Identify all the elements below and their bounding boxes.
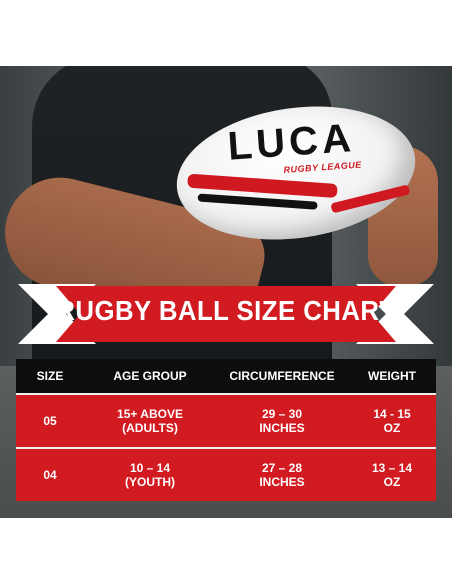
table-row: 05 15+ ABOVE (ADULTS) 29 – 30 INCHES 14 … [16, 393, 436, 447]
title-banner [0, 284, 452, 344]
cell-weight: 14 - 15 OZ [348, 407, 436, 435]
cell-weight: 13 – 14 OZ [348, 461, 436, 489]
cell-circumference: 27 – 28 INCHES [216, 461, 348, 489]
weight-line-1: 14 - 15 [373, 407, 411, 421]
banner-title: RUGBY BALL SIZE CHART [56, 295, 396, 326]
header-size: SIZE [36, 369, 64, 383]
cell-age-group: 10 – 14 (YOUTH) [84, 461, 216, 489]
weight-line-1: 13 – 14 [371, 461, 413, 475]
banner-ribbon-shape [18, 284, 434, 344]
age-line-2: (YOUTH) [125, 475, 175, 489]
age-line-1: 10 – 14 [129, 461, 171, 475]
header-weight: WEIGHT [368, 369, 416, 383]
cell-size: 05 [43, 414, 57, 428]
cell-age-group: 15+ ABOVE (ADULTS) [84, 407, 216, 435]
size-chart-table: SIZE AGE GROUP CIRCUMFERENCE WEIGHT 05 1… [16, 359, 436, 501]
product-image: LUCA RUGBY LEAGUE RUGBY BALL SIZE CHART … [0, 66, 452, 518]
header-age-group: AGE GROUP [113, 369, 187, 383]
weight-line-2: OZ [383, 475, 401, 489]
weight-line-2: OZ [383, 421, 401, 435]
circ-line-2: INCHES [259, 475, 305, 489]
circ-line-2: INCHES [259, 421, 305, 435]
circ-line-1: 29 – 30 [261, 407, 303, 421]
header-circumference: CIRCUMFERENCE [229, 369, 335, 383]
table-row: 04 10 – 14 (YOUTH) 27 – 28 INCHES 13 – 1… [16, 447, 436, 501]
cell-circumference: 29 – 30 INCHES [216, 407, 348, 435]
cell-size: 04 [43, 468, 57, 482]
table-header-row: SIZE AGE GROUP CIRCUMFERENCE WEIGHT [16, 359, 436, 393]
ball-stripe-black [197, 193, 318, 210]
age-line-2: (ADULTS) [122, 421, 178, 435]
age-line-1: 15+ ABOVE [117, 407, 183, 421]
circ-line-1: 27 – 28 [261, 461, 303, 475]
